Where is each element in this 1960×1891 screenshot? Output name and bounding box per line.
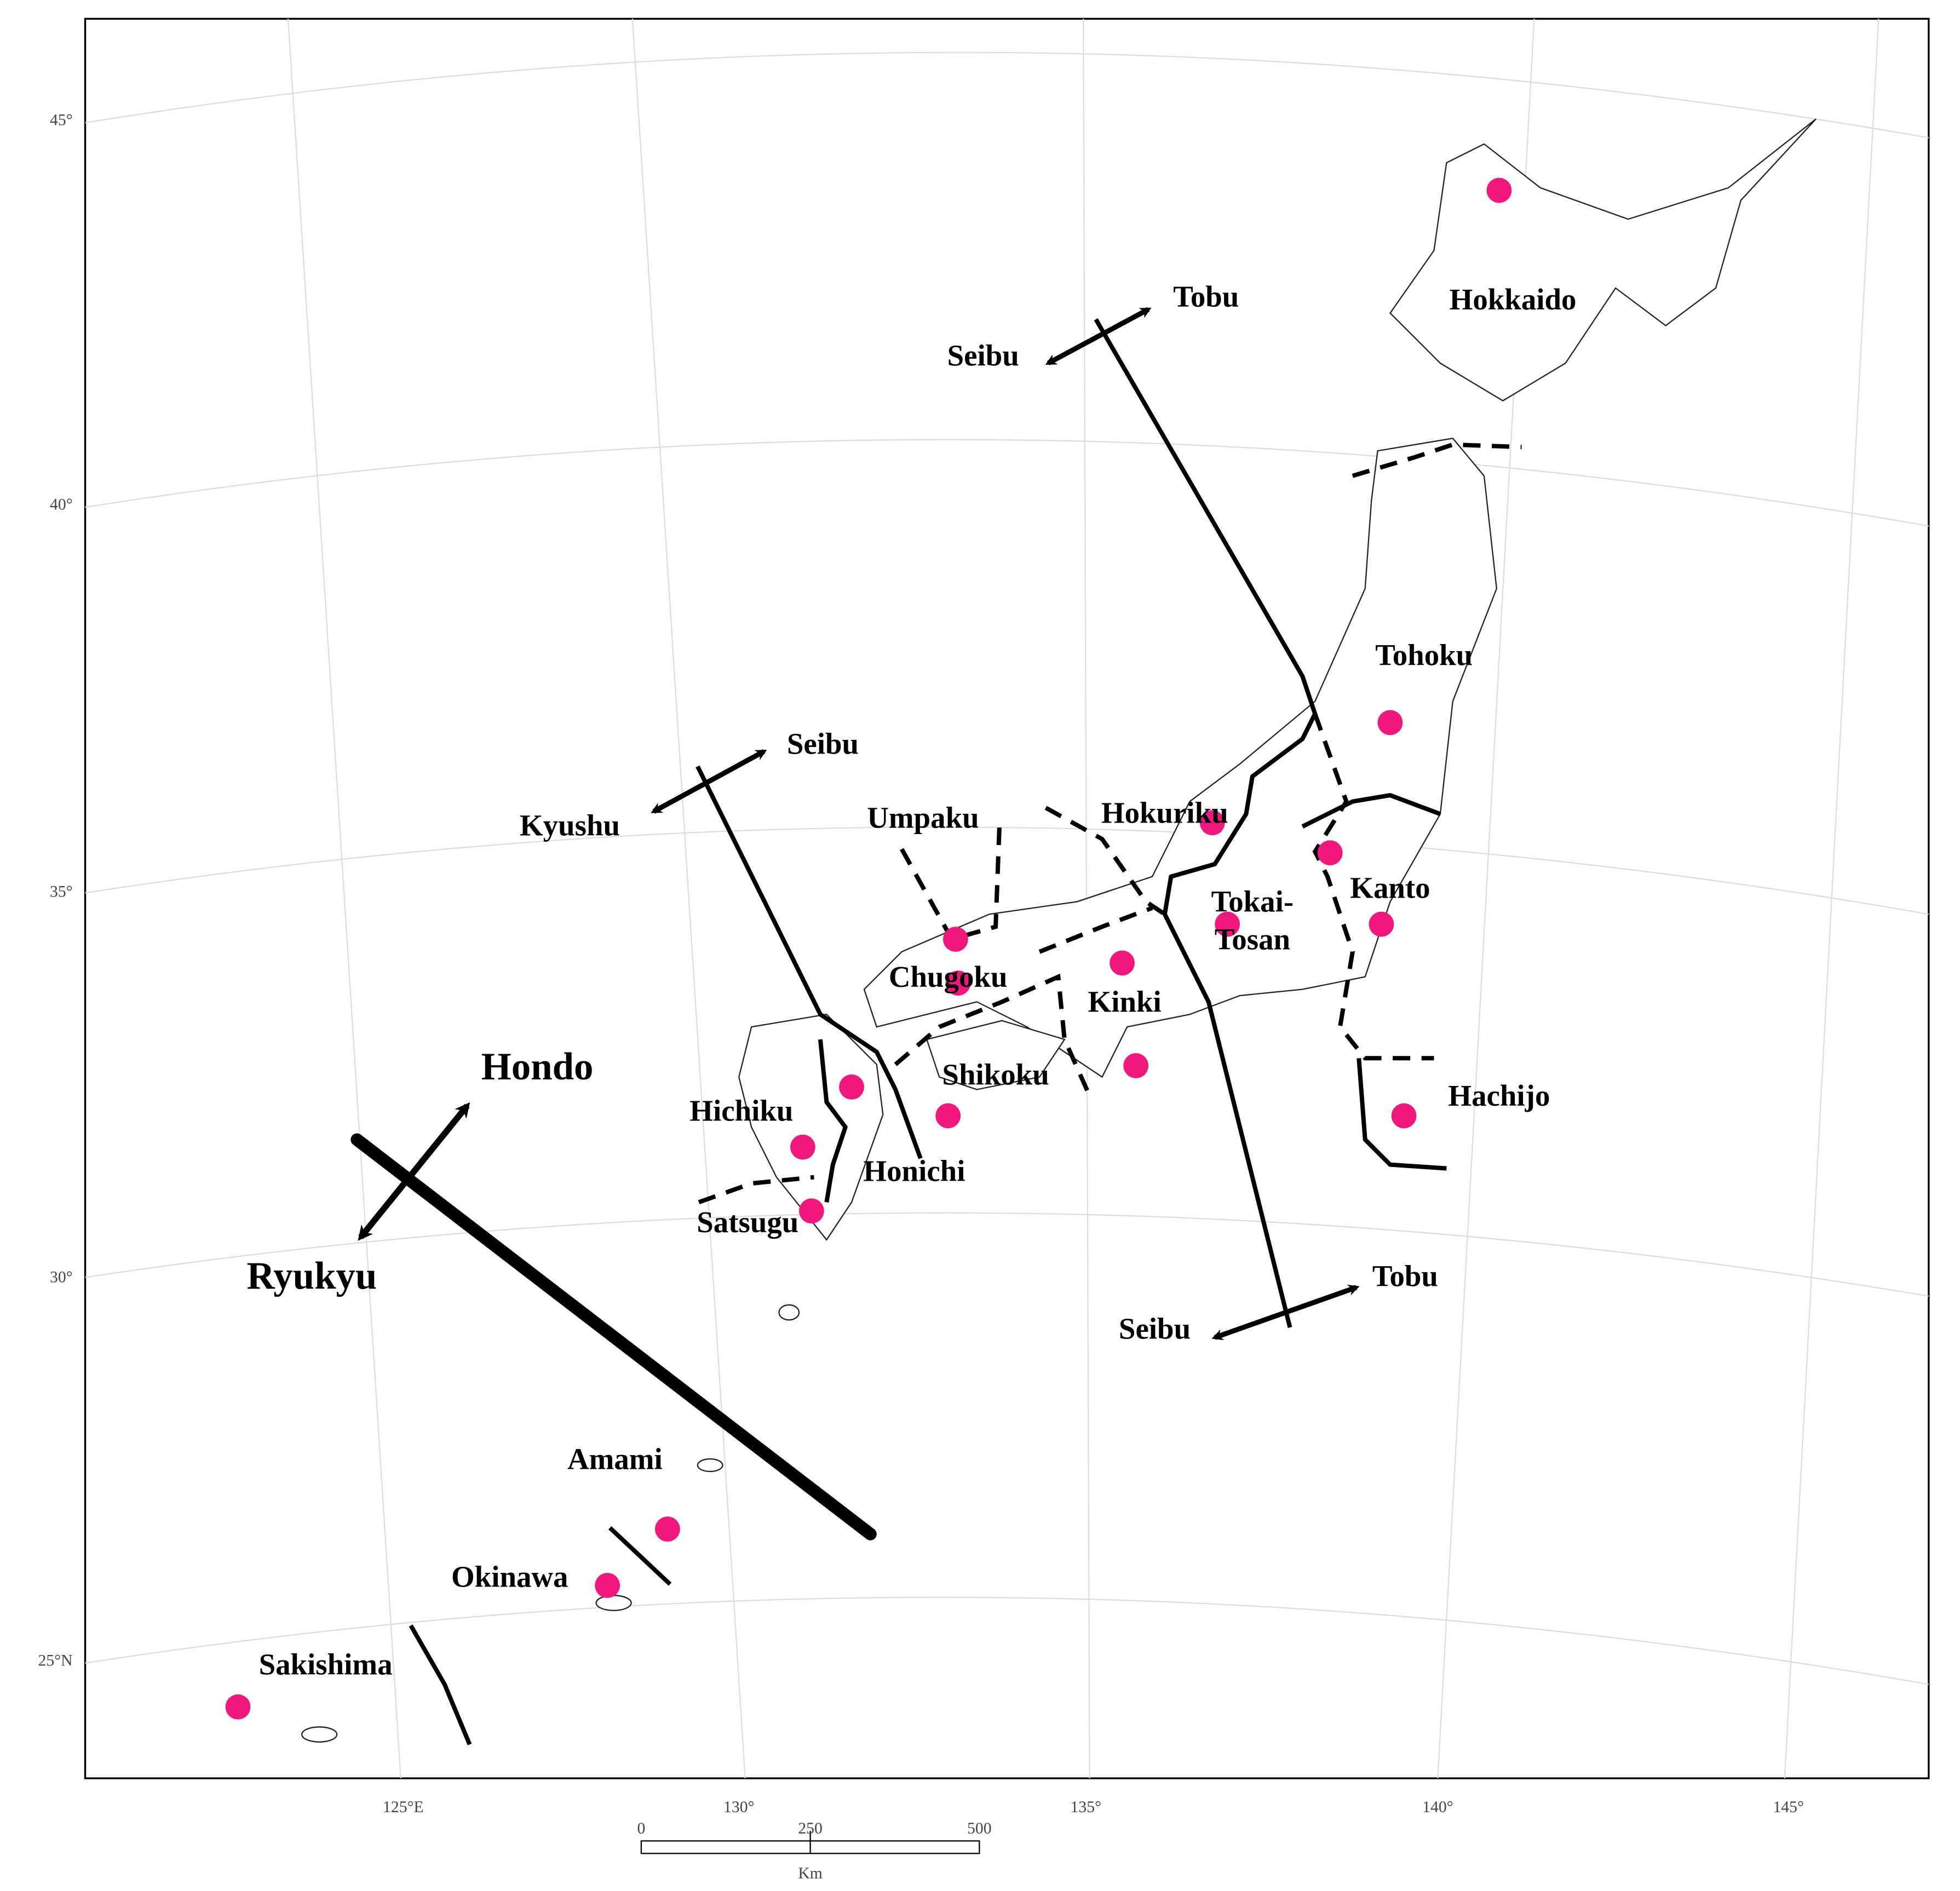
division-label: Kyushu (520, 808, 620, 842)
scale-unit: Km (798, 1865, 823, 1882)
region-label: Umpaku (867, 801, 979, 835)
division-label: Seibu (787, 727, 859, 761)
region-label: Kanto (1350, 871, 1430, 905)
region-label: Kinki (1088, 985, 1162, 1019)
scale-tick-label: 500 (967, 1820, 992, 1837)
region-marker (790, 1134, 815, 1160)
region-label: Chugoku (889, 960, 1008, 993)
region-marker (1199, 810, 1225, 836)
region-marker (1377, 710, 1403, 735)
longitude-label: 145° (1773, 1798, 1803, 1816)
scale-bar (640, 1831, 980, 1854)
region-marker (945, 970, 971, 996)
region-label: Hachijo (1448, 1079, 1550, 1112)
division-label: Hondo (481, 1045, 594, 1088)
scale-tick-label: 250 (798, 1820, 823, 1837)
region-marker (1110, 950, 1135, 976)
region-label: Okinawa (451, 1560, 568, 1593)
region-marker (943, 927, 968, 952)
division-label: Ryukyu (247, 1255, 377, 1297)
region-marker (839, 1074, 864, 1100)
map-frame (84, 18, 1930, 1779)
region-label: Tokai- (1211, 885, 1294, 918)
latitude-label: 35° (50, 883, 73, 900)
region-marker (1215, 911, 1240, 937)
latitude-label: 25°N (38, 1652, 73, 1669)
region-label: Sakishima (259, 1647, 393, 1681)
region-marker (799, 1198, 824, 1224)
region-marker (1486, 177, 1512, 203)
region-label: Honichi (863, 1154, 965, 1187)
latitude-label: 45° (50, 112, 73, 129)
boundaries (350, 307, 1522, 1745)
region-marker (1317, 840, 1343, 866)
region-label: Hichiku (689, 1094, 793, 1128)
longitude-label: 130° (723, 1798, 754, 1816)
region-marker (595, 1573, 620, 1598)
division-label: Tobu (1173, 280, 1239, 313)
division-label: Tobu (1372, 1259, 1438, 1292)
region-label: Hokuriku (1101, 796, 1228, 829)
longitude-label: 125°E (383, 1798, 424, 1816)
division-label: Seibu (947, 339, 1019, 372)
region-marker (1123, 1053, 1149, 1078)
region-marker (1391, 1103, 1417, 1129)
longitude-label: 135° (1071, 1798, 1101, 1816)
region-label: Hokkaido (1450, 283, 1577, 316)
region-marker (935, 1103, 961, 1129)
latitude-label: 40° (50, 496, 73, 514)
region-label: Shikoku (942, 1057, 1049, 1091)
region-marker (225, 1694, 251, 1720)
region-marker (655, 1516, 680, 1542)
region-label: Tosan (1215, 922, 1290, 956)
scale-tick-label: 0 (637, 1820, 645, 1837)
longitude-label: 140° (1422, 1798, 1453, 1816)
region-label: Satsugu (697, 1205, 798, 1239)
region-marker (1369, 911, 1394, 937)
division-label: Seibu (1119, 1312, 1191, 1346)
region-label: Amami (567, 1442, 663, 1475)
latitude-label: 30° (50, 1269, 73, 1286)
region-label: Tohoku (1375, 638, 1473, 671)
